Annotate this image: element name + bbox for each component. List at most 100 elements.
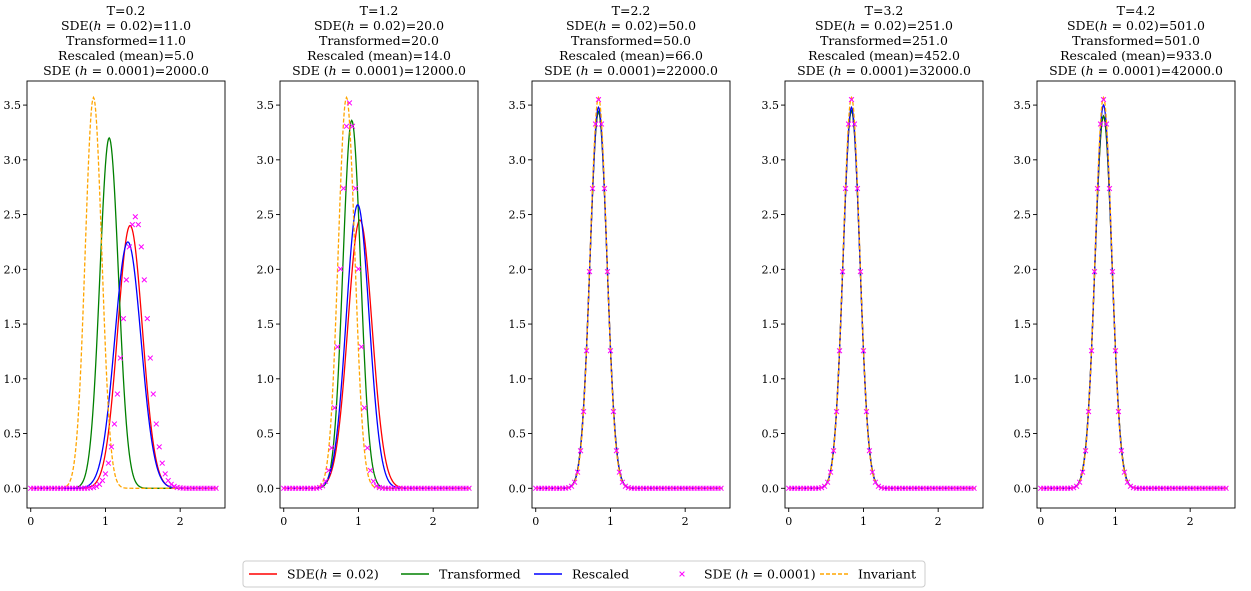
marker-cross bbox=[842, 185, 849, 192]
marker-cross bbox=[1121, 469, 1128, 475]
x-tick-label: 2 bbox=[1187, 515, 1194, 528]
marker-cross bbox=[331, 405, 338, 411]
marker-cross bbox=[93, 483, 100, 490]
y-tick-label: 2.0 bbox=[257, 263, 275, 276]
x-tick-label: 1 bbox=[860, 515, 867, 528]
panel-title-line: SDE(h = 0.02)=501.0 bbox=[1067, 18, 1205, 33]
y-tick-label: 3.5 bbox=[257, 99, 275, 112]
series-line-0 bbox=[1040, 114, 1228, 489]
marker-cross bbox=[111, 421, 118, 427]
legend-label: Invariant bbox=[858, 567, 916, 582]
y-tick-label: 2.5 bbox=[257, 209, 275, 222]
series-line-0 bbox=[30, 224, 218, 489]
panel-title-line: Transformed=11.0 bbox=[66, 33, 186, 48]
series-line-1 bbox=[30, 136, 218, 489]
marker-cross bbox=[827, 469, 834, 475]
y-tick-label: 2.0 bbox=[509, 263, 527, 276]
y-tick-label: 1.0 bbox=[4, 373, 22, 386]
series-line-1 bbox=[788, 109, 976, 489]
legend-entry-1: Transformed bbox=[401, 567, 521, 582]
marker-cross bbox=[857, 268, 864, 275]
marker-cross bbox=[604, 268, 611, 275]
marker-cross bbox=[1091, 268, 1098, 275]
plot-area bbox=[280, 95, 472, 492]
marker-cross bbox=[1076, 479, 1083, 485]
y-tick-label: 2.5 bbox=[762, 209, 780, 222]
marker-cross bbox=[583, 348, 590, 354]
marker-cross bbox=[349, 123, 356, 130]
panel-title-line: T=3.2 bbox=[865, 3, 904, 18]
y-tick-label: 3.5 bbox=[762, 99, 780, 112]
series-markers-3 bbox=[27, 214, 219, 492]
marker-cross bbox=[90, 484, 97, 491]
panel-title-line: SDE (h = 0.0001)=42000.0 bbox=[1049, 63, 1223, 78]
x-tick-label: 1 bbox=[355, 515, 362, 528]
series-markers-3 bbox=[1037, 96, 1229, 492]
y-tick-label: 0.5 bbox=[4, 428, 22, 441]
marker-cross bbox=[168, 481, 174, 488]
marker-cross bbox=[364, 445, 371, 451]
y-tick-label: 0.0 bbox=[4, 482, 22, 495]
x-tick-label: 0 bbox=[532, 515, 539, 528]
plot-area bbox=[27, 95, 219, 492]
marker-cross bbox=[619, 479, 626, 485]
marker-cross bbox=[120, 315, 127, 322]
marker-cross bbox=[1100, 96, 1107, 103]
series-markers-3 bbox=[280, 100, 472, 492]
marker-cross bbox=[108, 444, 115, 450]
marker-cross bbox=[337, 266, 344, 272]
series-line-4 bbox=[535, 95, 723, 489]
marker-cross bbox=[1109, 268, 1116, 275]
marker-cross bbox=[153, 421, 160, 427]
marker-cross bbox=[1112, 348, 1119, 354]
marker-cross bbox=[1103, 121, 1110, 127]
marker-cross bbox=[373, 483, 380, 489]
series-line-0 bbox=[283, 219, 471, 489]
marker-cross bbox=[574, 469, 581, 475]
marker-cross bbox=[866, 448, 873, 454]
marker-cross bbox=[150, 391, 157, 397]
marker-cross bbox=[355, 266, 362, 272]
marker-cross bbox=[99, 477, 106, 484]
x-tick-label: 2 bbox=[430, 515, 437, 528]
marker-cross bbox=[162, 471, 168, 477]
plot-area bbox=[1037, 95, 1229, 492]
panel-title-line: Rescaled (mean)=452.0 bbox=[808, 48, 960, 63]
panel-title-line: Rescaled (mean)=5.0 bbox=[58, 48, 194, 63]
marker-cross bbox=[818, 484, 825, 491]
marker-cross bbox=[114, 391, 121, 397]
marker-cross bbox=[138, 244, 145, 250]
series-line-2 bbox=[283, 203, 471, 489]
panel-title-line: T=0.2 bbox=[107, 3, 146, 18]
panel-title-line: Transformed=501.0 bbox=[1072, 33, 1200, 48]
marker-cross bbox=[860, 348, 867, 354]
y-tick-label: 2.5 bbox=[4, 209, 22, 222]
marker-cross bbox=[610, 408, 617, 415]
series-line-0 bbox=[535, 110, 723, 489]
y-tick-label: 3.0 bbox=[1014, 154, 1032, 167]
plot-area bbox=[785, 95, 977, 492]
panel-title-line: SDE(h = 0.02)=50.0 bbox=[566, 18, 696, 33]
marker-cross bbox=[126, 244, 133, 250]
legend-label: Transformed bbox=[439, 567, 521, 582]
legend-label: Rescaled bbox=[572, 567, 629, 582]
marker-cross bbox=[592, 121, 599, 127]
marker-cross bbox=[601, 185, 608, 192]
panel-title-line: Rescaled (mean)=933.0 bbox=[1060, 48, 1212, 63]
marker-cross bbox=[851, 121, 858, 127]
marker-cross bbox=[319, 483, 326, 489]
panel-title-line: Rescaled (mean)=14.0 bbox=[307, 48, 451, 63]
marker-cross bbox=[1085, 408, 1092, 415]
legend-label: SDE(h = 0.02) bbox=[287, 567, 379, 582]
axes-frame bbox=[1036, 80, 1236, 509]
axes-frame bbox=[279, 80, 479, 509]
marker-cross bbox=[830, 448, 837, 454]
y-tick-label: 1.5 bbox=[509, 318, 527, 331]
marker-cross bbox=[328, 445, 335, 451]
y-tick-label: 0.0 bbox=[509, 482, 527, 495]
marker-cross bbox=[129, 221, 136, 228]
y-tick-label: 3.5 bbox=[4, 99, 22, 112]
y-tick-label: 0.5 bbox=[509, 428, 527, 441]
